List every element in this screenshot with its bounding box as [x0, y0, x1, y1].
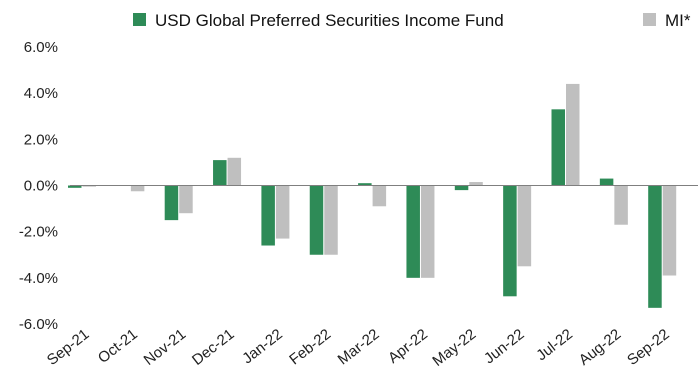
fund-bar	[164, 185, 179, 221]
fund-bar	[213, 160, 227, 186]
legend-label-mi: MI*	[665, 11, 691, 30]
y-tick-label: -6.0%	[19, 316, 58, 333]
y-tick-label: 2.0%	[24, 131, 58, 148]
mi-bar	[566, 83, 580, 186]
mi-bar	[324, 185, 338, 255]
x-tick-label: Jul-22	[533, 326, 576, 365]
x-tick-label: Mar-22	[335, 326, 383, 369]
chart-legend: USD Global Preferred Securities Income F…	[133, 11, 691, 30]
legend-swatch-mi	[643, 13, 656, 26]
y-tick-label: -4.0%	[19, 270, 58, 287]
x-tick-label: Oct-21	[95, 326, 141, 367]
mi-bar	[82, 185, 96, 187]
x-tick-label: Sep-22	[624, 326, 673, 369]
fund-bar	[68, 185, 82, 188]
mi-bar	[275, 185, 290, 239]
y-tick-label: 0.0%	[24, 178, 58, 195]
fund-bar	[261, 185, 275, 246]
fund-bar	[406, 185, 420, 278]
y-tick-label: 4.0%	[24, 85, 58, 102]
x-tick-label: May-22	[429, 326, 479, 370]
fund-bar	[309, 185, 324, 255]
mi-bar	[420, 185, 435, 278]
mi-bar	[662, 185, 677, 276]
mi-bar	[469, 182, 483, 186]
mi-bar	[372, 185, 387, 207]
x-tick-label: Feb-22	[286, 326, 334, 369]
x-tick-label: Dec-21	[189, 326, 238, 369]
y-tick-label: 6.0%	[24, 39, 58, 56]
x-tick-label: Jun-22	[481, 326, 528, 368]
bars	[68, 83, 677, 308]
legend-swatch-fund	[133, 13, 146, 26]
mi-bar	[227, 157, 242, 186]
fund-bar	[454, 185, 469, 191]
fund-bar	[358, 183, 372, 186]
mi-bar	[130, 185, 145, 192]
mi-bar	[517, 185, 532, 267]
fund-bar	[599, 178, 614, 186]
fund-bar	[503, 185, 517, 297]
mi-bar	[614, 185, 628, 225]
x-axis-ticks: Sep-21 Oct-21 Nov-21 Dec-21 Jan-22 Feb-22 Mar-…	[44, 326, 673, 370]
mi-bar	[179, 185, 193, 214]
fund-bar	[648, 185, 662, 308]
x-tick-label: Nov-21	[141, 326, 190, 369]
y-axis-ticks: -6.0% -4.0% -2.0% 0.0% 2.0% 4.0% 6.0%	[19, 39, 58, 333]
x-tick-label: Aug-22	[576, 326, 625, 369]
legend-label-fund: USD Global Preferred Securities Income F…	[155, 11, 504, 30]
y-tick-label: -2.0%	[19, 224, 58, 241]
x-tick-label: Apr-22	[385, 326, 431, 367]
x-tick-label: Jan-22	[239, 326, 286, 368]
fund-bar	[551, 109, 565, 186]
